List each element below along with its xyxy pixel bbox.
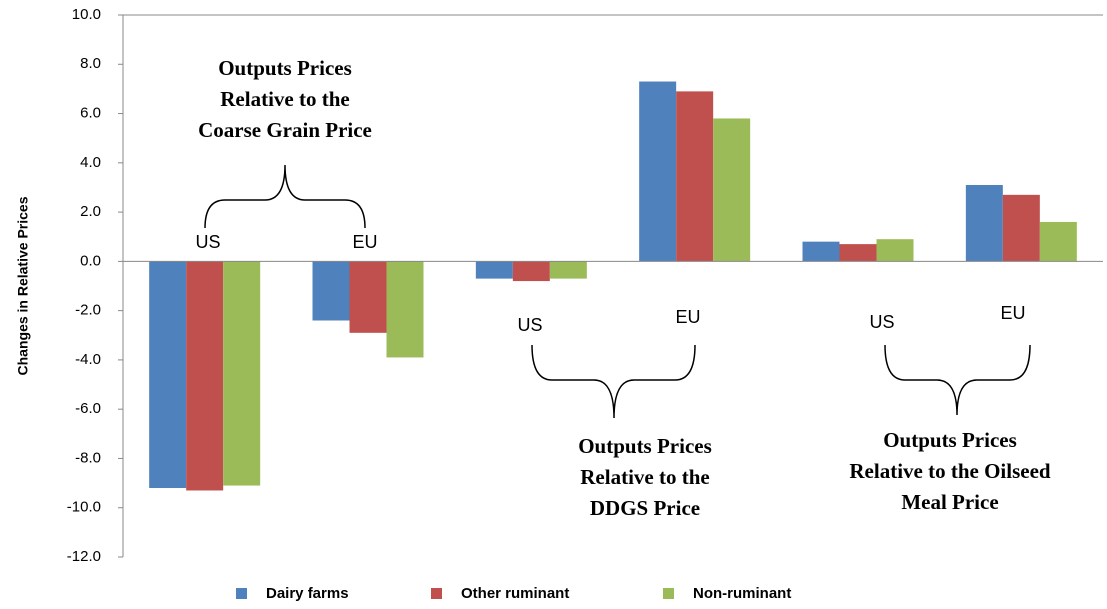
legend-label: Dairy farms bbox=[266, 585, 349, 602]
legend-swatch bbox=[663, 588, 674, 599]
group-label: Outputs Prices bbox=[218, 56, 352, 80]
bar bbox=[223, 261, 261, 486]
bar bbox=[965, 184, 1003, 262]
y-axis-label: Changes in Relative Prices bbox=[15, 196, 31, 375]
y-tick-label: 6.0 bbox=[80, 105, 101, 122]
brace bbox=[204, 164, 366, 229]
bar bbox=[349, 261, 387, 333]
bar bbox=[676, 91, 714, 262]
y-tick-label: -12.0 bbox=[67, 548, 101, 565]
group-label: Relative to the Oilseed bbox=[849, 459, 1051, 483]
y-tick-label: -4.0 bbox=[75, 351, 101, 368]
y-tick-label: 2.0 bbox=[80, 203, 101, 220]
legend-label: Other ruminant bbox=[461, 585, 569, 602]
bar bbox=[186, 261, 224, 491]
bar bbox=[876, 239, 914, 262]
bar bbox=[839, 244, 877, 262]
annotation: EU bbox=[675, 307, 700, 327]
brace bbox=[884, 344, 1031, 416]
bar bbox=[549, 261, 587, 279]
legend-swatch bbox=[431, 588, 442, 599]
group-label: Relative to the bbox=[220, 87, 349, 111]
annotation: EU bbox=[352, 232, 377, 252]
bar bbox=[386, 261, 424, 358]
legend-swatch bbox=[236, 588, 247, 599]
group-label: Outputs Prices bbox=[578, 434, 712, 458]
group-label: DDGS Price bbox=[590, 496, 700, 520]
y-tick-label: -8.0 bbox=[75, 449, 101, 466]
bar bbox=[1002, 194, 1040, 262]
annotation: US bbox=[195, 232, 220, 252]
y-tick-label: -6.0 bbox=[75, 400, 101, 417]
y-tick-label: -2.0 bbox=[75, 302, 101, 319]
annotation: US bbox=[517, 315, 542, 335]
y-tick-label: 4.0 bbox=[80, 154, 101, 171]
bar bbox=[1039, 221, 1077, 262]
brace bbox=[531, 344, 696, 419]
y-tick-label: 8.0 bbox=[80, 55, 101, 72]
group-label: Meal Price bbox=[901, 490, 998, 514]
bar bbox=[802, 241, 840, 262]
group-label: Relative to the bbox=[580, 465, 709, 489]
group-label: Coarse Grain Price bbox=[198, 118, 372, 142]
annotation: US bbox=[869, 312, 894, 332]
y-tick-label: 0.0 bbox=[80, 252, 101, 269]
bar bbox=[713, 118, 751, 262]
annotation: EU bbox=[1000, 303, 1025, 323]
group-label: Outputs Prices bbox=[883, 428, 1017, 452]
bar bbox=[639, 81, 677, 262]
legend-label: Non-ruminant bbox=[693, 585, 791, 602]
y-tick-label: 10.0 bbox=[72, 6, 101, 23]
bar bbox=[512, 261, 550, 282]
y-tick-label: -10.0 bbox=[67, 499, 101, 516]
bar bbox=[475, 261, 513, 279]
bar bbox=[149, 261, 187, 489]
bar bbox=[312, 261, 350, 321]
